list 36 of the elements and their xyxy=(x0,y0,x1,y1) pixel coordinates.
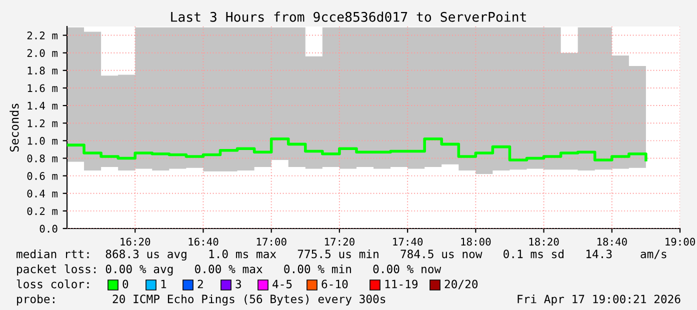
y-tick-label: 2.2 m xyxy=(27,32,58,40)
y-axis-title: Seconds xyxy=(10,104,19,152)
y-tick-label: 2.0 m xyxy=(27,49,58,57)
y-tick-label: 1.2 m xyxy=(28,119,58,128)
y-tick-label: 0.2 m xyxy=(27,207,58,216)
x-tick-label: 19:00 xyxy=(666,238,696,246)
y-tick-label: 1.4 m xyxy=(28,102,58,110)
legend-label: 0 xyxy=(122,280,128,288)
text: median rtt: 868.3 us avg 1.0 ms max 775.5 us min 784.5 us now 0.1 ms sd 14.3 am/s xyxy=(16,249,666,261)
text: 4-5 xyxy=(272,280,292,288)
text: loss color: xyxy=(16,279,89,288)
text: 20/20 xyxy=(444,280,478,290)
text: 2 xyxy=(198,280,203,288)
text: 3 xyxy=(236,280,241,288)
y-tick-label: 0.6 m xyxy=(27,172,58,180)
y-tick-label: 1.8 m xyxy=(28,66,58,75)
x-tick-label: 16:40 xyxy=(188,238,218,246)
text: 6-10 xyxy=(322,280,348,288)
x-tick-label: 17:00 xyxy=(256,238,286,246)
y-tick-label: 0.0 xyxy=(40,224,58,233)
x-tick-label: 16:20 xyxy=(120,238,150,246)
x-tick-label: 18:40 xyxy=(597,238,627,246)
text: packet loss: 0.00 % avg 0.00 % max 0.00 % min 0.00 % now xyxy=(17,264,442,276)
x-tick-label: 18:00 xyxy=(461,238,491,246)
y-tick-label: 0.4 m xyxy=(27,190,58,198)
text: probe: 20 ICMP Echo Pings (56 Bytes) every 300s xyxy=(17,294,386,306)
x-tick-label: 17:40 xyxy=(393,238,423,246)
y-tick-label: 1.0 m xyxy=(28,136,58,145)
text: 11-19 xyxy=(385,280,418,288)
x-tick-label: 17:20 xyxy=(325,238,354,246)
text: Fri Apr 17 19:00:21 2026 xyxy=(518,294,680,306)
text: 1 xyxy=(161,280,166,288)
y-tick-label: 1.6 m xyxy=(28,84,58,92)
chart-title: Last 3 Hours from 9cce8536d017 to ServerPoint xyxy=(171,12,526,22)
x-tick-label: 18:20 xyxy=(529,238,559,246)
y-tick-label: 0.8 m xyxy=(27,154,58,162)
